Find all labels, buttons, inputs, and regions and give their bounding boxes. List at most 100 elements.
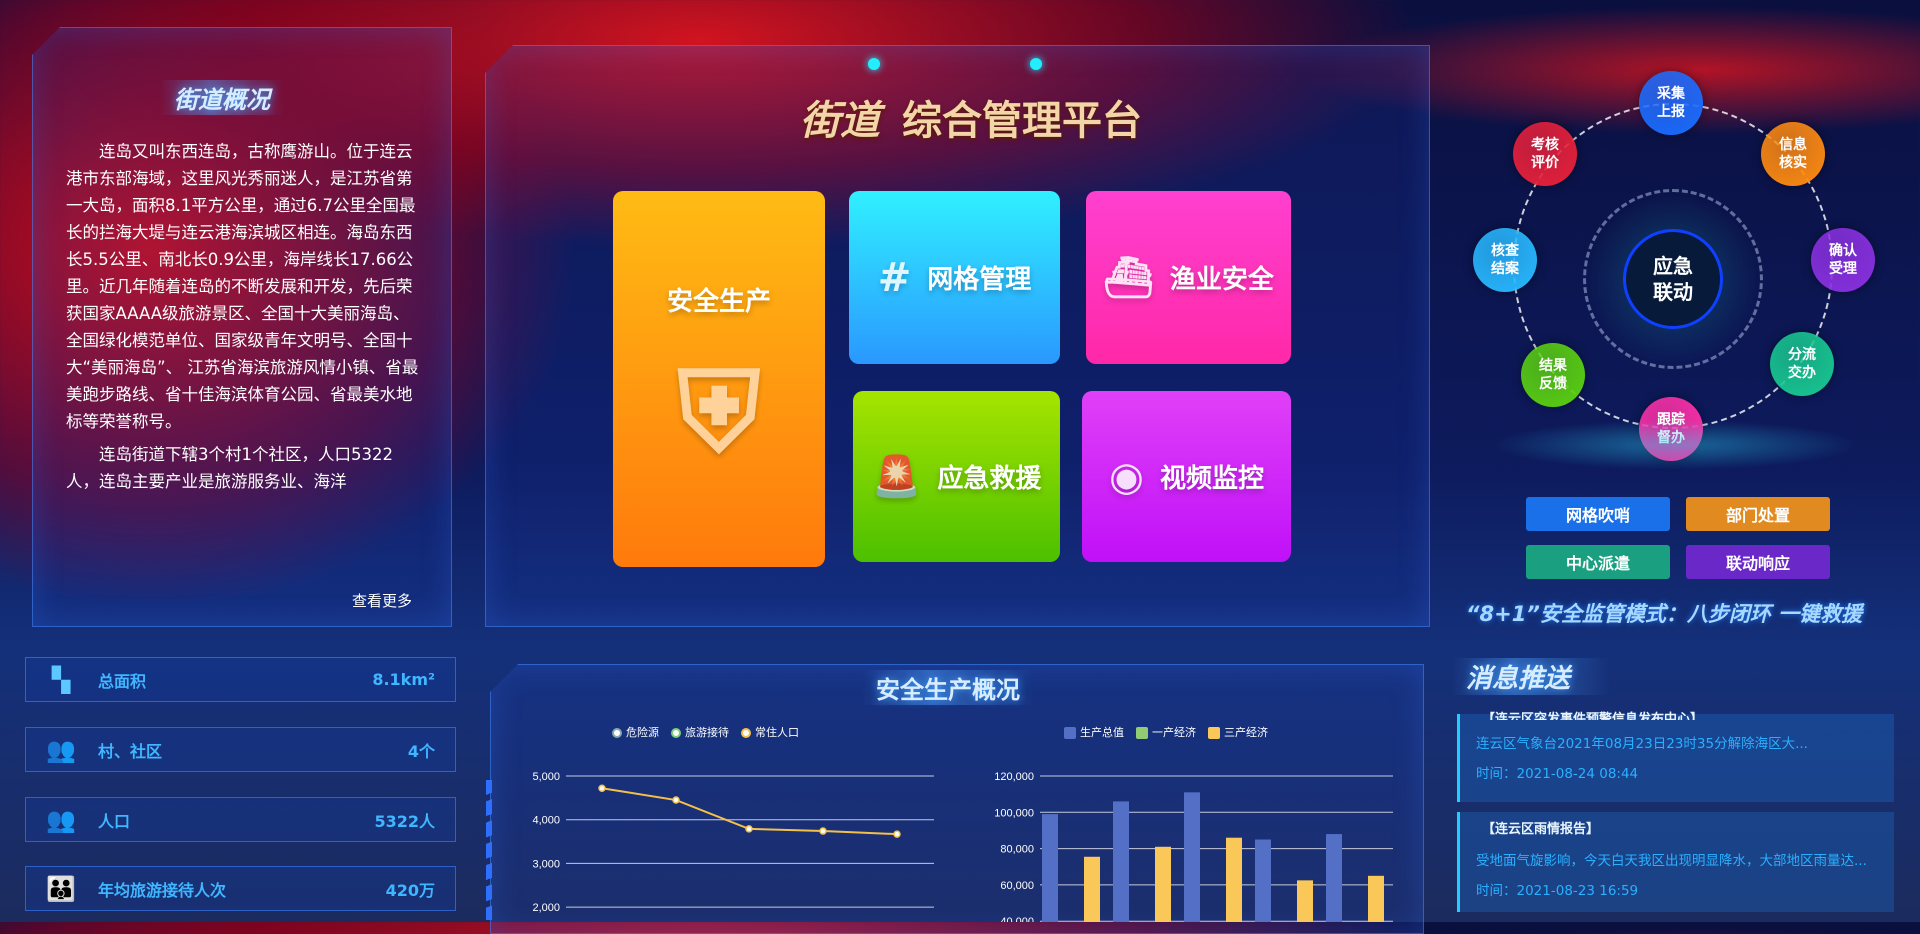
- alarm-light-icon: 🚨: [871, 454, 922, 500]
- stat-population: 👥 人口 5322人: [25, 797, 456, 842]
- line-point: [745, 825, 753, 833]
- overview-paragraph: 连岛又叫东西连岛，古称鹰游山。位于连云港市东部海域，这里风光秀丽迷人，是江苏省第…: [66, 142, 419, 431]
- message-time: 时间：2021-08-24 08:44: [1476, 766, 1639, 782]
- message-title: 【连云区雨情报告】: [1482, 822, 1600, 837]
- stat-value: 4个: [407, 741, 435, 761]
- bar: [1297, 880, 1313, 922]
- mode-center-dispatch[interactable]: 中心派遣: [1526, 545, 1670, 579]
- cycle-node: 考核 评价: [1513, 122, 1577, 186]
- tile-label: 视频监控: [1159, 464, 1264, 494]
- message-body: 连云区气象台2021年08月23日23时35分解除海区大...: [1476, 736, 1808, 752]
- message-title: 【连云区突发事件预警信息发布中心】: [1482, 712, 1704, 720]
- legend-marker: [1064, 727, 1076, 739]
- legend-item[interactable]: 一产经济: [1136, 724, 1196, 740]
- tile-video-monitoring[interactable]: ◉ 视频监控: [1082, 391, 1291, 562]
- message-card[interactable]: 【连云区突发事件预警信息发布中心】 连云区气象台2021年08月23日23时35…: [1457, 712, 1894, 802]
- y-tick-label: 120,000: [994, 771, 1034, 783]
- legend-label: 常住人口: [755, 726, 799, 739]
- bar: [1368, 875, 1384, 922]
- tile-label: 渔业安全: [1169, 265, 1274, 295]
- tile-fishery-safety[interactable]: ⛴ 渔业安全: [1086, 191, 1291, 364]
- legend-item[interactable]: 危险源: [612, 724, 659, 740]
- mode-linkage-response[interactable]: 联动响应: [1686, 545, 1830, 579]
- line-point: [598, 784, 606, 792]
- line-point: [672, 796, 680, 804]
- tile-emergency-rescue[interactable]: 🚨 应急救援: [853, 391, 1060, 562]
- population-icon: 👥: [46, 805, 76, 834]
- y-tick-label: 3,000: [532, 858, 560, 870]
- stat-value: 5322人: [374, 811, 435, 831]
- cycle-node: 采集 上报: [1639, 71, 1703, 135]
- shield-gear-icon: ⛨: [677, 348, 761, 476]
- legend-item[interactable]: 旅游接待: [671, 724, 729, 740]
- legend-marker: [1136, 727, 1148, 739]
- stat-label: 村、社区: [98, 741, 163, 761]
- line-point: [893, 830, 901, 838]
- stat-label: 总面积: [98, 671, 147, 691]
- cycle-node: 确认 受理: [1811, 228, 1875, 292]
- legend-marker: [612, 728, 622, 738]
- y-tick-label: 2,000: [532, 902, 560, 914]
- y-tick-label: 40,000: [1000, 916, 1034, 922]
- message-time: 时间：2021-08-23 16:59: [1476, 883, 1639, 899]
- legend-marker: [671, 728, 681, 738]
- legend-marker: [741, 728, 751, 738]
- legend-item[interactable]: 常住人口: [741, 724, 799, 740]
- legend-item[interactable]: 三产经济: [1208, 724, 1268, 740]
- bar: [1042, 814, 1058, 922]
- legend-marker: [1208, 727, 1220, 739]
- legend-label: 生产总值: [1080, 726, 1124, 739]
- mode-department-handling[interactable]: 部门处置: [1686, 497, 1830, 531]
- message-card[interactable]: 【连云区雨情报告】 受地面气旋影响，今天白天我区出现明显降水，大部地区雨量达..…: [1457, 812, 1894, 912]
- camera-icon: ◉: [1109, 453, 1144, 500]
- title-main: 综合管理平台: [902, 98, 1142, 144]
- cycle-platform: [1490, 420, 1860, 470]
- view-more-link[interactable]: 查看更多: [352, 592, 413, 610]
- bar: [1084, 856, 1100, 922]
- page-title: 街道 综合管理平台: [800, 88, 1142, 146]
- y-tick-label: 80,000: [1000, 844, 1034, 856]
- header-indicator: [1030, 58, 1042, 70]
- bar: [1255, 839, 1271, 922]
- legend-label: 危险源: [626, 726, 659, 739]
- y-tick-label: 4,000: [532, 815, 560, 827]
- title-prefix: 街道: [800, 97, 880, 144]
- overview-paragraph: 连岛街道下辖3个村1个社区，人口5322人，连岛主要产业是旅游服务业、海洋: [66, 445, 393, 491]
- stat-value: 420万: [385, 880, 435, 900]
- stat-label: 人口: [98, 811, 131, 831]
- bar: [1326, 834, 1342, 922]
- fishing-boat-icon: ⛴: [1103, 255, 1154, 301]
- cycle-node: 结果 反馈: [1521, 343, 1585, 407]
- stat-tourists: 👪 年均旅游接待人次 420万: [25, 866, 456, 911]
- slogan: “8+1”安全监管模式：八步闭环 一键救援: [1466, 602, 1863, 626]
- stat-label: 年均旅游接待人次: [98, 880, 227, 900]
- tile-label: 应急救援: [937, 464, 1042, 494]
- community-icon: 👥: [46, 735, 76, 764]
- panel-side-accent: [486, 780, 492, 920]
- legend-label: 三产经济: [1224, 726, 1268, 739]
- grid-icon: #: [877, 254, 912, 301]
- cycle-node: 分流 交办: [1770, 332, 1834, 396]
- cycle-center: 应急 联动: [1623, 229, 1723, 329]
- legend-item[interactable]: 生产总值: [1064, 724, 1124, 740]
- safety-title: 安全生产概况: [862, 670, 1034, 705]
- y-tick-label: 60,000: [1000, 880, 1034, 892]
- tile-safety-production[interactable]: 安全生产 ⛨: [613, 191, 825, 567]
- line-point: [819, 827, 827, 835]
- tile-grid-management[interactable]: # 网格管理: [849, 191, 1060, 364]
- y-tick-label: 100,000: [994, 807, 1034, 819]
- message-body: 受地面气旋影响，今天白天我区出现明显降水，大部地区雨量达...: [1476, 853, 1867, 869]
- cycle-node: 核查 结案: [1473, 228, 1537, 292]
- overview-title: 街道概况: [160, 80, 284, 115]
- stat-communities: 👥 村、社区 4个: [25, 727, 456, 772]
- bar-legend: 生产总值 一产经济 三产经济: [1064, 724, 1268, 740]
- area-icon: ▚: [51, 665, 71, 694]
- y-tick-label: 5,000: [532, 771, 560, 783]
- mode-grid-whistle[interactable]: 网格吹哨: [1526, 497, 1670, 531]
- cycle-node: 信息 核实: [1761, 122, 1825, 186]
- stat-value: 8.1km²: [372, 670, 435, 689]
- bar: [1155, 846, 1171, 922]
- tourists-icon: 👪: [46, 874, 76, 903]
- tile-label: 安全生产: [666, 287, 771, 317]
